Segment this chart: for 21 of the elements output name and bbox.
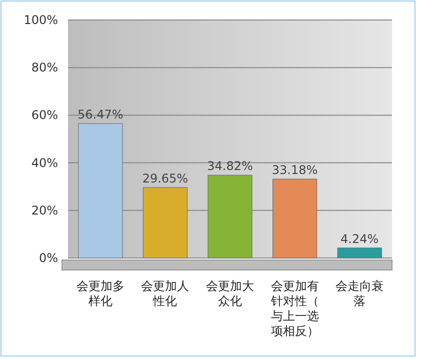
- x-tick-label: 会更加大众化: [206, 279, 254, 308]
- data-label: 29.65%: [142, 171, 188, 186]
- x-tick-label: 会走向衰落: [336, 279, 384, 308]
- data-label: 34.82%: [207, 159, 253, 174]
- data-label: 33.18%: [272, 163, 318, 178]
- y-tick-label: 100%: [24, 13, 58, 27]
- x-tick-label: 会更加有针对性（与上一选项相反）: [270, 279, 319, 338]
- bar: [337, 248, 382, 258]
- y-tick-label: 40%: [31, 156, 58, 170]
- x-tick-label: 会更加多样化: [76, 279, 124, 308]
- y-tick-label: 20%: [31, 203, 58, 218]
- y-tick-label: 80%: [31, 60, 58, 75]
- y-tick-label: 0%: [38, 251, 58, 265]
- bar: [208, 174, 252, 258]
- bar: [142, 187, 188, 258]
- x-tick-label: 会更加人性化: [141, 279, 190, 308]
- bar: [272, 178, 318, 258]
- bar: [78, 123, 123, 258]
- y-tick-label: 60%: [31, 108, 58, 122]
- data-label: 56.47%: [78, 108, 124, 122]
- data-label: 4.24%: [340, 232, 379, 246]
